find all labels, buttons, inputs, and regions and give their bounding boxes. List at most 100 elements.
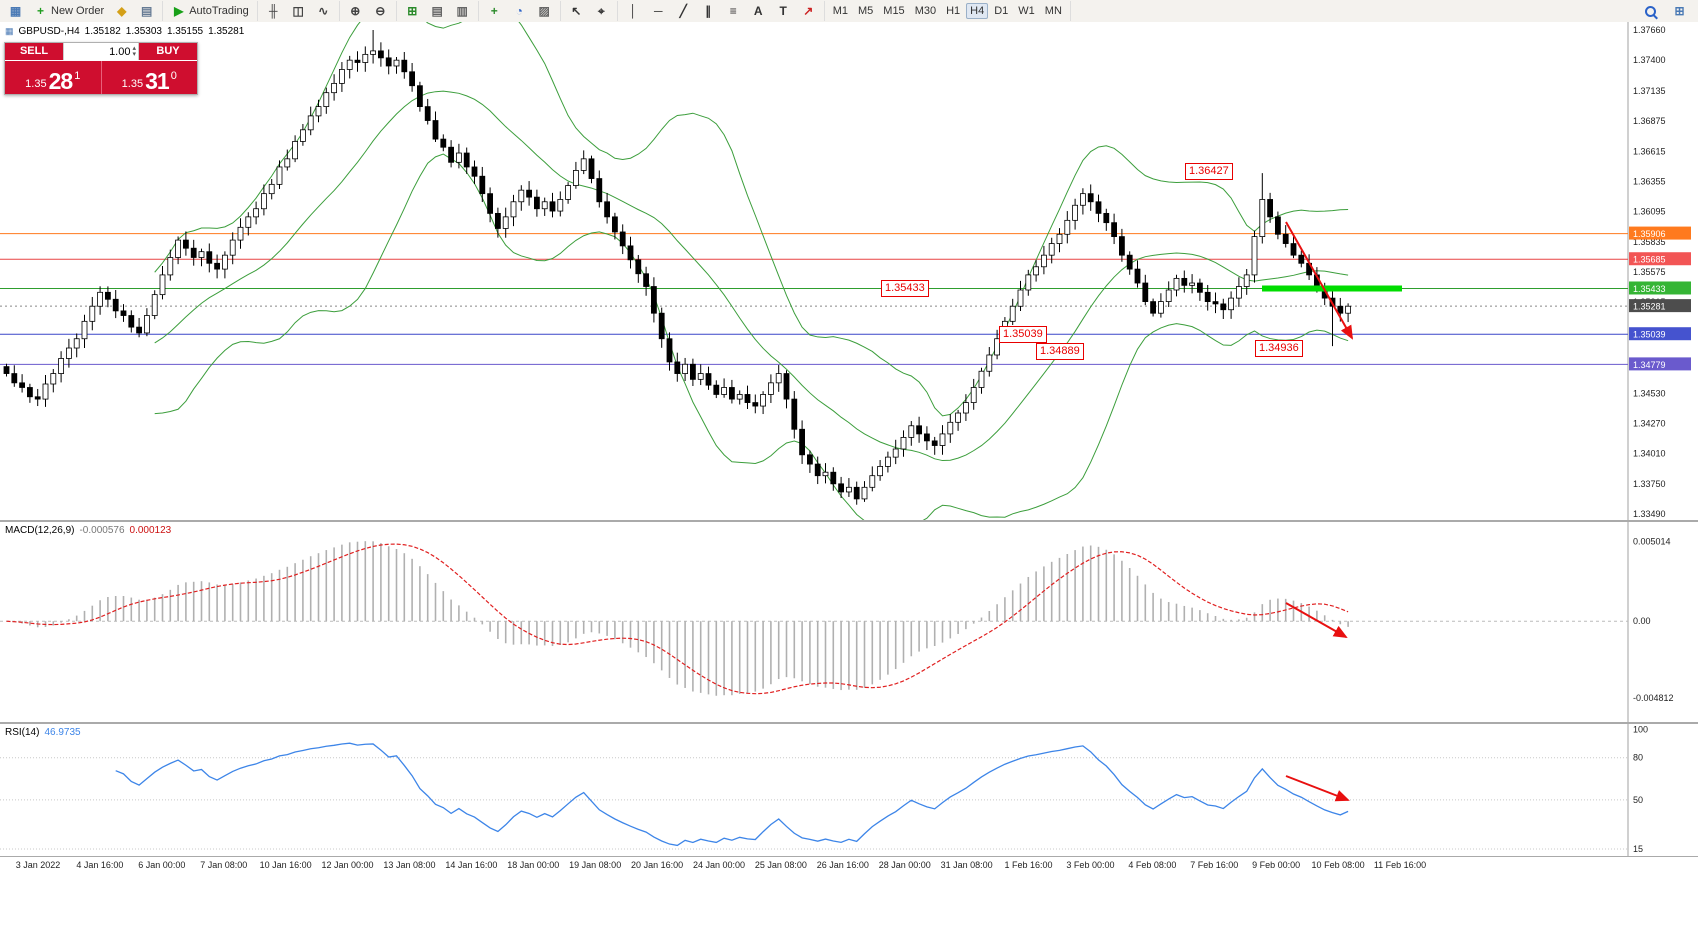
new-order-button[interactable]: + New Order	[29, 2, 108, 21]
toolbar-item-label: W1	[1018, 5, 1035, 17]
trend-arrow[interactable]	[1285, 221, 1353, 340]
time-tick: 7 Jan 08:00	[200, 860, 248, 870]
arrange-button[interactable]: ▤	[426, 2, 449, 21]
zoom-out-button[interactable]: ⊖	[369, 2, 392, 21]
volume-input[interactable]: 1.00 ▴ ▾	[63, 43, 139, 60]
rsi-line	[115, 742, 1349, 847]
toolbar-group-chart-type: ╫ ◫ ∿	[258, 1, 340, 21]
crosshair-button[interactable]: ⌖	[590, 2, 613, 21]
time-tick: 4 Jan 16:00	[76, 860, 124, 870]
new-order-icon: +	[36, 3, 44, 18]
search-button[interactable]	[1639, 2, 1662, 21]
buy-price-button[interactable]: 1.35 31 0	[100, 61, 197, 94]
price-badge	[1629, 299, 1691, 313]
price-tick: 1.36095	[1633, 207, 1666, 217]
timeframe-m1-button[interactable]: M1	[829, 3, 852, 19]
toolbar-item-label: H4	[970, 5, 985, 17]
price-tick: 1.33750	[1633, 479, 1666, 489]
zoom-in-button[interactable]: ⊕	[344, 2, 367, 21]
timeframe-m30-button[interactable]: M30	[911, 3, 940, 19]
bar-chart-icon: ╫	[268, 3, 278, 18]
new-chart-button[interactable]: ⊞	[1668, 2, 1691, 21]
time-tick: 10 Jan 16:00	[259, 860, 312, 870]
tile-windows-button[interactable]: ⊞	[401, 2, 424, 21]
rsi-axis-label: 15	[1633, 844, 1643, 854]
time-tick: 24 Jan 00:00	[692, 860, 746, 870]
zoom-in-icon: ⊕	[350, 3, 361, 18]
timeframe-h1-button[interactable]: H1	[942, 3, 964, 19]
price-badge	[1629, 327, 1691, 341]
rsi-panel[interactable]: 100 80 50 15	[0, 724, 1698, 856]
autotrading-button[interactable]: ▶ AutoTrading	[167, 2, 253, 21]
price-badge	[1629, 252, 1691, 266]
toolbar-item-label: M30	[914, 5, 937, 17]
label-button[interactable]: T	[772, 2, 795, 21]
toolbar-item-label: H1	[946, 5, 961, 17]
macd-label: MACD(12,26,9) -0.000576 0.000123	[5, 525, 171, 536]
indicators-icon: +	[490, 3, 498, 18]
arrows-icon: ↗	[803, 3, 814, 18]
symbol-info: ▦ GBPUSD-,H4 1.35182 1.35303 1.35155 1.3…	[5, 26, 244, 37]
timeframe-m15-button[interactable]: M15	[879, 3, 908, 19]
timeframe-m5-button[interactable]: M5	[854, 3, 877, 19]
macd-main-value: -0.000576	[79, 525, 125, 536]
toolbar-group-autotrading: ▶ AutoTrading	[163, 1, 258, 21]
fibonacci-button[interactable]: ≡	[722, 2, 745, 21]
terminal-button[interactable]: ▦	[4, 2, 27, 21]
timeframe-mn-button[interactable]: MN	[1041, 3, 1066, 19]
indicators-button[interactable]: +	[483, 2, 506, 21]
bar-high: 1.35303	[125, 26, 162, 37]
time-tick: 13 Jan 08:00	[383, 860, 436, 870]
timeframe-d1-button[interactable]: D1	[990, 3, 1012, 19]
time-tick: 20 Jan 16:00	[631, 860, 684, 870]
candlestick-button[interactable]: ◫	[287, 2, 310, 21]
volume-down-button[interactable]: ▾	[132, 50, 136, 58]
volume-up-button[interactable]: ▴	[132, 44, 136, 52]
panel-separator-macd[interactable]	[0, 520, 1698, 522]
price-tick: 1.36615	[1633, 146, 1666, 156]
macd-panel[interactable]: 0.005014 0.00 -0.004812	[0, 522, 1698, 722]
price-badge-label: 1.35906	[1633, 229, 1666, 239]
channel-button[interactable]: ∥	[697, 2, 720, 21]
cascade-button[interactable]: ▥	[451, 2, 474, 21]
timeframe-h4-button[interactable]: H4	[966, 3, 989, 19]
trend-arrow[interactable]	[1285, 775, 1350, 802]
text-button[interactable]: A	[747, 2, 770, 21]
toolbar: ▦ + New Order ◆ ▤ ▶ AutoTrading ╫ ◫ ∿ ⊕ ⊖ ⊞ ▤ ▥ + ◔ ▨ ↖ ⌖ │ ─…	[0, 0, 1698, 23]
hline-button[interactable]: ─	[647, 2, 670, 21]
toolbar-group-zoom: ⊕ ⊖	[340, 1, 397, 21]
cursor-button[interactable]: ↖	[565, 2, 588, 21]
time-tick: 10 Feb 08:00	[1311, 860, 1365, 870]
line-chart-button[interactable]: ∿	[312, 2, 335, 21]
print-button[interactable]: ▤	[135, 2, 158, 21]
trendline-button[interactable]: ╱	[672, 2, 695, 21]
vline-icon: │	[629, 3, 637, 18]
sell-price-button[interactable]: 1.35 28 1	[5, 61, 101, 94]
price-tick: 1.34530	[1633, 388, 1666, 398]
price-chart-panel[interactable]: 1.37660 1.37400 1.37135 1.36875 1.36615 1.363…	[0, 22, 1698, 520]
price-badge	[1629, 357, 1691, 371]
candlestick-icon: ◫	[292, 3, 304, 18]
panel-separator-rsi[interactable]	[0, 722, 1698, 724]
one-click-trading-widget: SELL 1.00 ▴ ▾ BUY 1.35 28 1 1.35 31 0	[4, 42, 198, 95]
time-axis[interactable]: 3 Jan 2022 4 Jan 16:00 6 Jan 00:00 7 Jan 08…	[0, 856, 1698, 877]
timeframe-w1-button[interactable]: W1	[1014, 3, 1039, 19]
buy-price-fraction: 0	[170, 70, 177, 82]
terminal-icon: ▦	[9, 3, 22, 18]
bar-chart-button[interactable]: ╫	[262, 2, 285, 21]
metaeditor-button[interactable]: ◆	[110, 2, 133, 21]
arrows-button[interactable]: ↗	[797, 2, 820, 21]
price-tick: 1.34010	[1633, 449, 1666, 459]
periods-button[interactable]: ◔	[508, 2, 531, 21]
time-tick: 31 Jan 08:00	[940, 860, 993, 870]
price-badge	[1629, 281, 1691, 295]
macd-histogram	[13, 541, 1349, 696]
sell-button[interactable]: SELL	[5, 43, 63, 60]
price-badge-label: 1.34779	[1633, 360, 1666, 370]
price-tick: 1.37400	[1633, 55, 1666, 65]
buy-button[interactable]: BUY	[139, 43, 197, 60]
trend-arrow[interactable]	[1285, 602, 1348, 638]
toolbar-group-windows: ⊞ ▤ ▥	[397, 1, 479, 21]
templates-button[interactable]: ▨	[533, 2, 556, 21]
vline-button[interactable]: │	[622, 2, 645, 21]
